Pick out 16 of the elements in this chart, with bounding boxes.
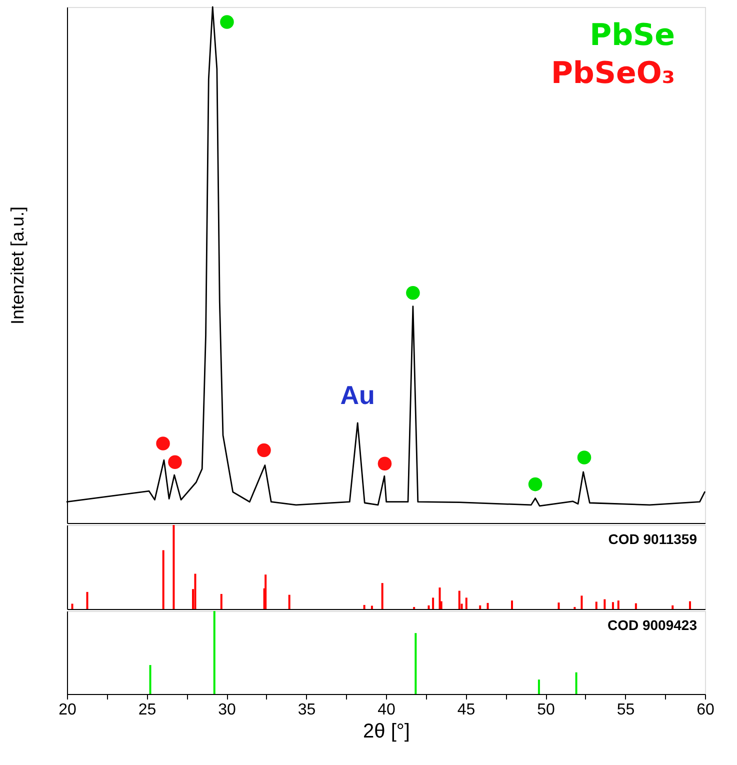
x-tick-label: 60 [696, 702, 714, 718]
x-tick-label: 55 [616, 702, 635, 718]
x-tick-label: 50 [537, 702, 555, 718]
x-tick-label: 45 [457, 702, 476, 718]
chart-title: COD 9011359 [608, 531, 698, 547]
x-tick-label: 20 [58, 702, 76, 718]
x-tick-label: 35 [298, 702, 316, 718]
x-tick-label: 30 [218, 702, 236, 718]
y-axis-title: Intenzitet [a.u.] [8, 206, 28, 325]
x-tick-label: 40 [378, 702, 396, 718]
annotation: Au [340, 380, 375, 410]
x-axis-title: 2θ [°] [363, 720, 410, 742]
text: PbSe [590, 18, 675, 53]
x-tick-label: 25 [138, 702, 156, 718]
chart-title: COD 9009423 [607, 617, 698, 633]
text: PbSeO₃ [550, 56, 675, 91]
